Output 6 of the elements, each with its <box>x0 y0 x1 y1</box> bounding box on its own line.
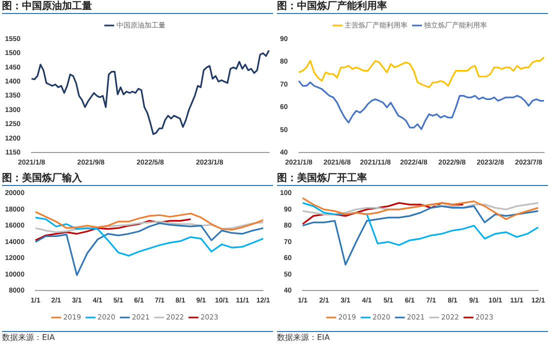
source-note: 数据来源：EIA <box>277 331 548 343</box>
chart-title: 图：美国炼厂输入 <box>2 172 273 186</box>
source-note: 数据来源：EIA <box>2 331 273 343</box>
chart-title: 图：中国炼厂产能利用率 <box>277 0 548 14</box>
chart-title: 图：中国原油加工量 <box>2 0 273 14</box>
chart-title: 图：美国炼厂开工率 <box>277 172 548 186</box>
